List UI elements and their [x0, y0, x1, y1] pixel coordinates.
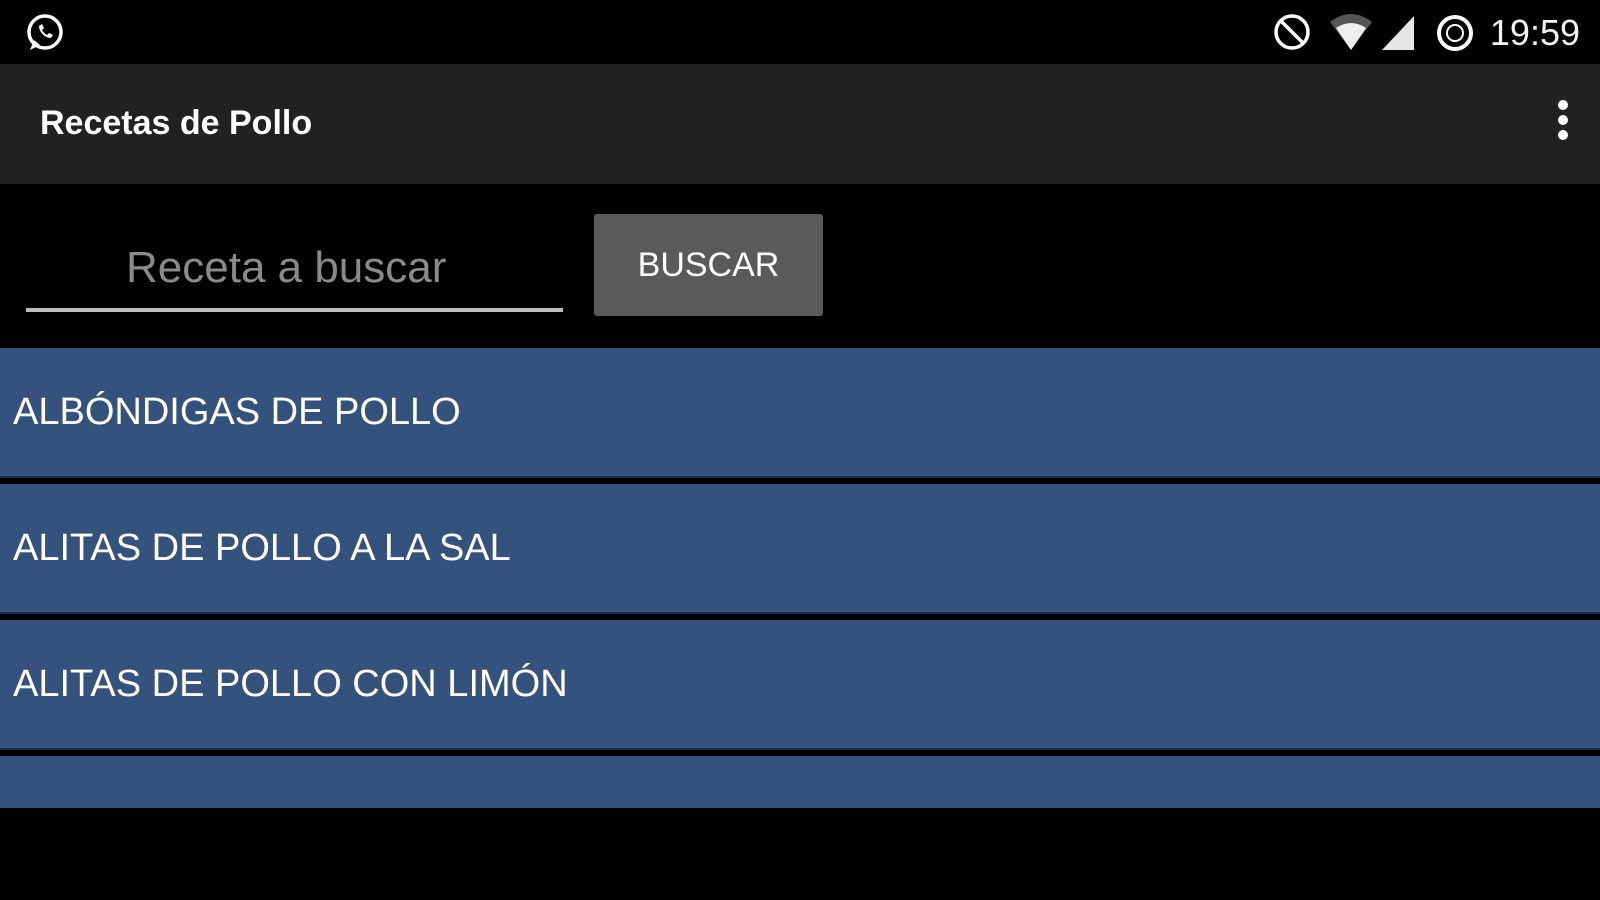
wifi-icon — [1330, 14, 1372, 50]
recipe-search-input[interactable] — [26, 228, 563, 312]
search-button[interactable]: BUSCAR — [594, 214, 823, 316]
app-title: Recetas de Pollo — [40, 104, 313, 142]
app-bar: Recetas de Pollo — [0, 64, 1600, 184]
status-bar: 19:59 — [0, 0, 1600, 64]
list-item[interactable]: ALITAS DE POLLO CON LIMÓN — [0, 620, 1600, 750]
do-not-disturb-icon — [1274, 14, 1310, 50]
list-item[interactable] — [0, 756, 1600, 808]
clock: 19:59 — [1489, 12, 1580, 53]
more-vert-icon[interactable] — [1556, 100, 1570, 148]
recipe-list: ALBÓNDIGAS DE POLLO ALITAS DE POLLO A LA… — [0, 348, 1600, 808]
whatsapp-icon — [27, 14, 63, 50]
data-saver-icon — [1437, 15, 1473, 51]
signal-icon — [1382, 16, 1414, 50]
list-item[interactable]: ALBÓNDIGAS DE POLLO — [0, 348, 1600, 478]
list-item[interactable]: ALITAS DE POLLO A LA SAL — [0, 484, 1600, 614]
